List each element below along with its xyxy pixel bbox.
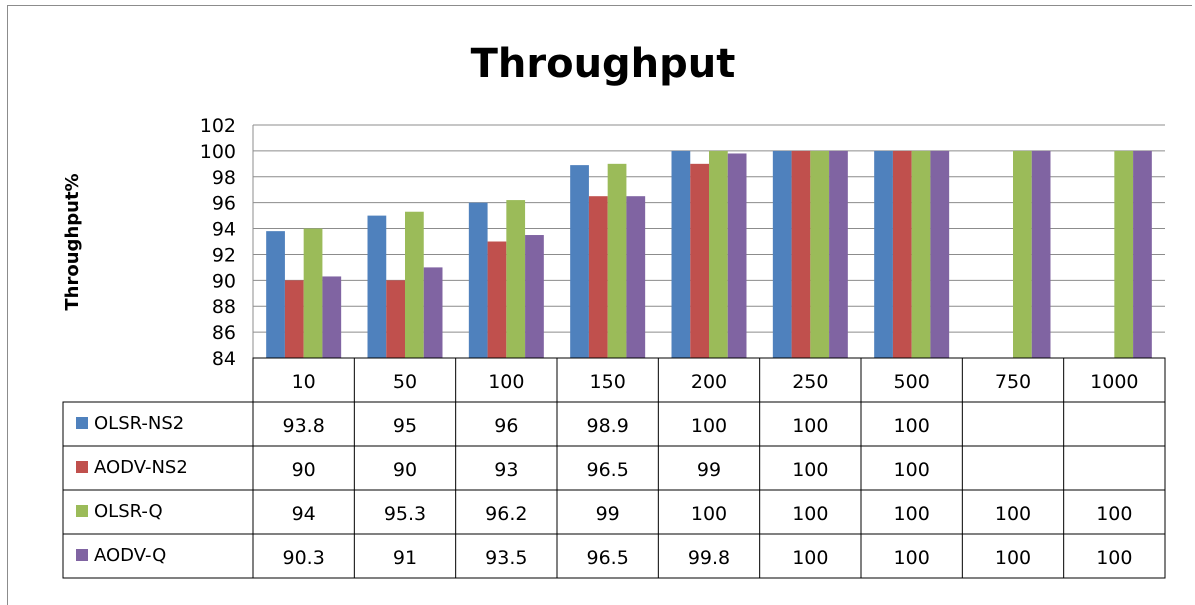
y-tick-label: 88 [212, 296, 236, 318]
data-label: 95 [393, 415, 417, 437]
bar [607, 163, 627, 358]
legend-swatch [76, 417, 88, 429]
bar [322, 276, 342, 358]
bar [405, 211, 424, 358]
bar [810, 150, 830, 358]
data-label: 90 [292, 459, 316, 481]
data-label: 99 [596, 503, 620, 525]
y-tick-label: 92 [212, 244, 236, 266]
bar [930, 150, 950, 358]
data-label: 93.8 [283, 415, 325, 437]
data-label: 100 [691, 415, 727, 437]
bar [1031, 150, 1051, 358]
legend-swatch [76, 461, 88, 473]
data-label: 96 [494, 415, 518, 437]
y-tick-label: 100 [200, 141, 236, 163]
bar [1013, 150, 1032, 358]
bar [367, 215, 387, 358]
data-label: 100 [792, 415, 828, 437]
bar [423, 267, 443, 358]
bar [588, 196, 608, 358]
data-label: 100 [894, 547, 930, 569]
y-tick-label: 84 [212, 348, 236, 370]
legend-label: OLSR-NS2 [94, 413, 184, 434]
bar [690, 163, 709, 358]
legend-label: AODV-NS2 [94, 457, 188, 478]
data-label: 95.3 [384, 503, 426, 525]
data-label: 100 [995, 503, 1031, 525]
legend-swatch [76, 505, 88, 517]
y-tick-label: 86 [212, 322, 236, 344]
bar [911, 150, 931, 358]
y-tick-label: 96 [212, 193, 236, 215]
data-label: 98.9 [587, 415, 629, 437]
x-tick-label: 50 [393, 371, 417, 393]
chart-title: Throughput [471, 41, 736, 87]
bar [772, 150, 792, 358]
bar [892, 150, 912, 358]
y-tick-label: 102 [200, 115, 236, 137]
data-label: 99 [697, 459, 721, 481]
legend-label: OLSR-Q [94, 501, 163, 522]
data-label: 91 [393, 547, 417, 569]
data-label: 100 [792, 503, 828, 525]
bar [727, 153, 747, 358]
bar [829, 150, 848, 358]
y-axis-ticks: 84 86 88 90 92 94 96 98 100 102 [200, 115, 236, 370]
bar [709, 150, 728, 358]
data-label: 100 [691, 503, 727, 525]
x-tick-label: 750 [995, 371, 1031, 393]
x-tick-label: 500 [894, 371, 930, 393]
data-label: 100 [995, 547, 1031, 569]
data-label: 93.5 [485, 547, 527, 569]
bar [284, 280, 304, 358]
data-label: 93 [494, 459, 518, 481]
data-label: 100 [894, 503, 930, 525]
data-label: 94 [292, 503, 316, 525]
x-tick-label: 200 [691, 371, 727, 393]
data-label: 100 [894, 459, 930, 481]
bar [626, 196, 646, 358]
bar [791, 150, 811, 358]
data-label: 90 [393, 459, 417, 481]
data-table: 10 50 100 150 200 250 500 750 1000 OLSR-NS2 93.8 95… [62, 357, 1166, 579]
data-label: 96.5 [587, 547, 629, 569]
y-tick-label: 98 [212, 167, 236, 189]
data-label: 96.5 [587, 459, 629, 481]
bar [468, 202, 488, 358]
data-label: 99.8 [688, 547, 730, 569]
x-tick-label: 250 [792, 371, 828, 393]
bar [570, 165, 589, 358]
bars [266, 150, 1152, 358]
x-tick-label: 100 [488, 371, 524, 393]
data-label: 100 [792, 547, 828, 569]
data-label: 100 [894, 415, 930, 437]
x-tick-label: 150 [590, 371, 626, 393]
bar [506, 200, 526, 358]
legend-label: AODV-Q [94, 545, 166, 566]
data-label: 100 [1096, 547, 1132, 569]
bar [671, 150, 691, 358]
legend-swatch [76, 549, 88, 561]
y-tick-label: 94 [212, 219, 236, 241]
x-tick-label: 10 [292, 371, 316, 393]
bar [1133, 150, 1152, 358]
y-axis-label: Throughput% [62, 173, 83, 310]
bar [874, 150, 893, 358]
bar [303, 228, 323, 358]
bar [266, 231, 285, 358]
bar [386, 280, 405, 358]
data-label: 100 [1096, 503, 1132, 525]
data-label: 90.3 [283, 547, 325, 569]
data-label: 100 [792, 459, 828, 481]
bar [525, 235, 544, 358]
x-tick-label: 1000 [1090, 371, 1138, 393]
bar [487, 241, 507, 358]
y-tick-label: 90 [212, 270, 236, 292]
chart-frame [7, 5, 1192, 605]
bar [1114, 150, 1134, 358]
data-label: 96.2 [485, 503, 527, 525]
